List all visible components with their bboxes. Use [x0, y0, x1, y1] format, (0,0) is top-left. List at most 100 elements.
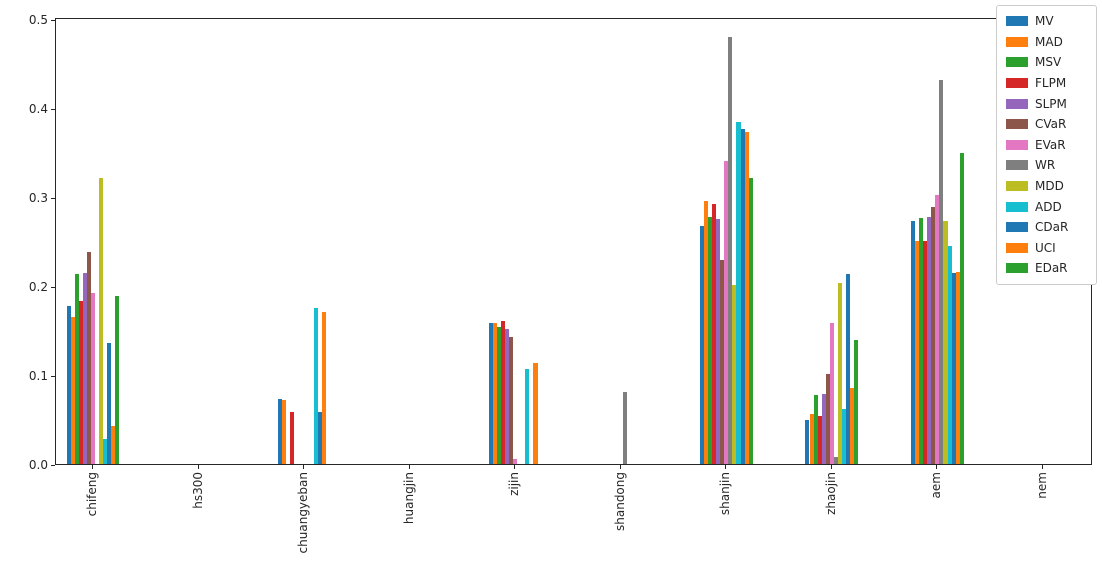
- bar-shanjin-EVaR: [724, 160, 729, 464]
- plot-area: [55, 18, 1092, 465]
- legend: MV MAD MSV FLPM SLPM CVaR EVaR WR MDD ADD CDaR UCI E…: [996, 5, 1097, 285]
- bar-chifeng-MV: [66, 306, 71, 464]
- bar-shanjin-UCI: [744, 132, 749, 464]
- x-tick-label-aem: aem: [929, 472, 944, 499]
- y-tick-label: 0.5: [28, 13, 48, 27]
- bar-chuangyeban-UCI: [322, 311, 327, 464]
- legend-swatch-MSV: [1006, 57, 1028, 68]
- y-tick-label: 0.0: [28, 458, 48, 472]
- x-tick-label-nem: nem: [1034, 472, 1049, 499]
- bar-chifeng-ADD: [103, 439, 108, 464]
- legend-swatch-WR: [1006, 160, 1028, 171]
- bar-aem-CVaR: [931, 206, 936, 464]
- bar-zhaojin-MAD: [809, 414, 814, 464]
- x-tick-mark: [725, 465, 727, 469]
- legend-label: CDaR: [1035, 220, 1069, 235]
- bar-chifeng-FLPM: [78, 301, 83, 464]
- bar-shanjin-CDaR: [740, 129, 745, 464]
- legend-label: MDD: [1035, 179, 1064, 194]
- bar-aem-UCI: [955, 271, 960, 464]
- y-tick-mark: [51, 198, 55, 199]
- legend-item-WR: WR: [1006, 155, 1088, 176]
- bar-aem-CDaR: [951, 272, 956, 464]
- legend-label: MAD: [1035, 34, 1063, 49]
- legend-swatch-FLPM: [1006, 78, 1028, 89]
- bar-chifeng-MSV: [74, 273, 79, 464]
- bar-zhaojin-ADD: [842, 408, 847, 464]
- bar-chifeng-CVaR: [86, 252, 91, 464]
- legend-item-EDaR: EDaR: [1006, 258, 1088, 279]
- legend-item-MAD: MAD: [1006, 32, 1088, 53]
- y-tick-label: 0.1: [28, 369, 48, 383]
- bar-zhaojin-SLPM: [821, 393, 826, 464]
- x-tick-mark: [197, 465, 199, 469]
- legend-swatch-UCI: [1006, 242, 1028, 253]
- y-tick-mark: [51, 287, 55, 288]
- bar-chuangyeban-MV: [277, 399, 282, 464]
- legend-item-MDD: MDD: [1006, 176, 1088, 197]
- x-tick-label-hs300: hs300: [190, 472, 205, 509]
- bar-shanjin-FLPM: [712, 204, 717, 464]
- x-tick-mark: [619, 465, 621, 469]
- bar-aem-WR: [939, 80, 944, 464]
- bar-zhaojin-CDaR: [846, 274, 851, 464]
- bar-shanjin-CVaR: [720, 260, 725, 464]
- legend-item-UCI: UCI: [1006, 238, 1088, 259]
- y-tick-mark: [51, 465, 55, 466]
- y-tick-mark: [51, 376, 55, 377]
- legend-label: MSV: [1035, 55, 1062, 70]
- bar-chifeng-UCI: [111, 425, 116, 464]
- x-tick-label-shanjin: shanjin: [718, 472, 733, 516]
- legend-label: UCI: [1035, 240, 1056, 255]
- x-tick-mark: [936, 465, 938, 469]
- legend-label: CVaR: [1035, 117, 1067, 132]
- bar-zhaojin-MDD: [837, 283, 842, 464]
- bar-zijin-FLPM: [500, 320, 506, 464]
- bar-chuangyeban-MAD: [281, 399, 286, 464]
- bar-aem-EDaR: [959, 152, 964, 464]
- legend-swatch-MDD: [1006, 181, 1028, 192]
- x-tick-mark: [408, 465, 410, 469]
- y-tick-mark: [51, 20, 55, 21]
- bar-aem-ADD: [947, 245, 952, 464]
- x-tick-label-zhaojin: zhaojin: [823, 472, 838, 515]
- bar-chifeng-CDaR: [107, 342, 112, 464]
- bar-shanjin-MSV: [708, 216, 713, 464]
- bar-aem-MV: [911, 221, 916, 464]
- legend-item-SLPM: SLPM: [1006, 93, 1088, 114]
- legend-swatch-CDaR: [1006, 222, 1028, 233]
- bar-chuangyeban-CDaR: [318, 411, 323, 464]
- legend-swatch-ADD: [1006, 201, 1028, 212]
- legend-label: EDaR: [1035, 261, 1068, 276]
- legend-swatch-CVaR: [1006, 119, 1028, 130]
- bar-zijin-EVaR: [513, 458, 518, 464]
- legend-label: SLPM: [1035, 96, 1067, 111]
- bar-aem-MAD: [915, 240, 920, 464]
- legend-item-CVaR: CVaR: [1006, 114, 1088, 135]
- bar-aem-MSV: [919, 218, 924, 464]
- y-tick-mark: [51, 109, 55, 110]
- legend-item-ADD: ADD: [1006, 196, 1088, 217]
- legend-item-MSV: MSV: [1006, 52, 1088, 73]
- x-tick-mark: [1041, 465, 1043, 469]
- bar-zijin-SLPM: [505, 328, 510, 464]
- legend-item-CDaR: CDaR: [1006, 217, 1088, 238]
- y-tick-label: 0.3: [28, 191, 48, 205]
- bar-aem-FLPM: [923, 240, 928, 464]
- bar-zhaojin-EDaR: [854, 340, 859, 464]
- x-tick-label-huangjin: huangjin: [401, 472, 416, 525]
- bar-zhaojin-CVaR: [825, 374, 830, 464]
- bar-zijin-ADD: [525, 368, 530, 464]
- bar-shanjin-ADD: [736, 122, 741, 464]
- bar-zijin-MSV: [496, 326, 501, 464]
- x-tick-label-shandong: shandong: [612, 472, 627, 531]
- y-tick-label: 0.4: [28, 102, 48, 116]
- bar-chuangyeban-FLPM: [289, 412, 294, 464]
- bar-zijin-UCI: [533, 362, 538, 464]
- bar-chifeng-EDaR: [115, 295, 120, 464]
- bar-shanjin-WR: [728, 36, 733, 464]
- x-tick-mark: [92, 465, 93, 469]
- bar-shandong-WR: [622, 391, 627, 464]
- legend-label: EVaR: [1035, 137, 1066, 152]
